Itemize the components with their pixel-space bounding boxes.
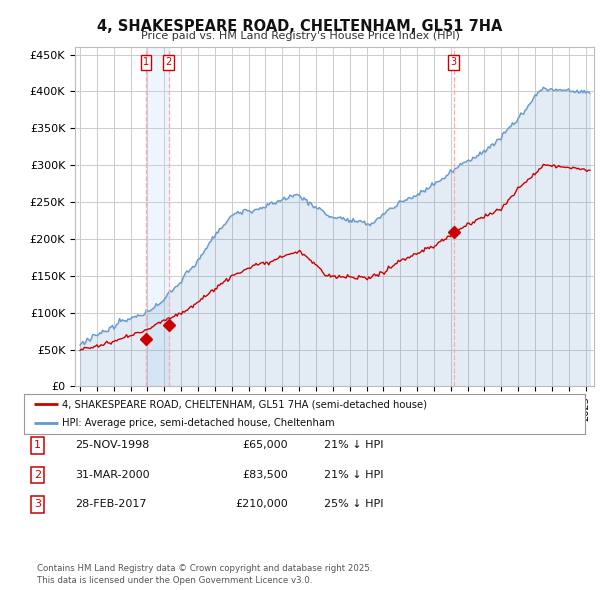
Text: 1: 1 [34, 441, 41, 450]
Text: 21% ↓ HPI: 21% ↓ HPI [324, 441, 383, 450]
Text: 25% ↓ HPI: 25% ↓ HPI [324, 500, 383, 509]
Text: 2: 2 [34, 470, 41, 480]
Text: HPI: Average price, semi-detached house, Cheltenham: HPI: Average price, semi-detached house,… [62, 418, 335, 428]
Text: 4, SHAKESPEARE ROAD, CHELTENHAM, GL51 7HA: 4, SHAKESPEARE ROAD, CHELTENHAM, GL51 7H… [97, 19, 503, 34]
Text: £83,500: £83,500 [242, 470, 288, 480]
Text: 4, SHAKESPEARE ROAD, CHELTENHAM, GL51 7HA (semi-detached house): 4, SHAKESPEARE ROAD, CHELTENHAM, GL51 7H… [62, 399, 427, 409]
Text: 1: 1 [143, 57, 149, 67]
Text: 31-MAR-2000: 31-MAR-2000 [75, 470, 149, 480]
Text: 21% ↓ HPI: 21% ↓ HPI [324, 470, 383, 480]
Text: 28-FEB-2017: 28-FEB-2017 [75, 500, 146, 509]
Text: Price paid vs. HM Land Registry's House Price Index (HPI): Price paid vs. HM Land Registry's House … [140, 31, 460, 41]
Text: 3: 3 [451, 57, 457, 67]
Text: 25-NOV-1998: 25-NOV-1998 [75, 441, 149, 450]
Text: £65,000: £65,000 [242, 441, 288, 450]
Text: 2: 2 [166, 57, 172, 67]
Text: 3: 3 [34, 500, 41, 509]
Bar [146, 47, 169, 386]
Text: Contains HM Land Registry data © Crown copyright and database right 2025.
This d: Contains HM Land Registry data © Crown c… [37, 564, 373, 585]
Text: £210,000: £210,000 [235, 500, 288, 509]
